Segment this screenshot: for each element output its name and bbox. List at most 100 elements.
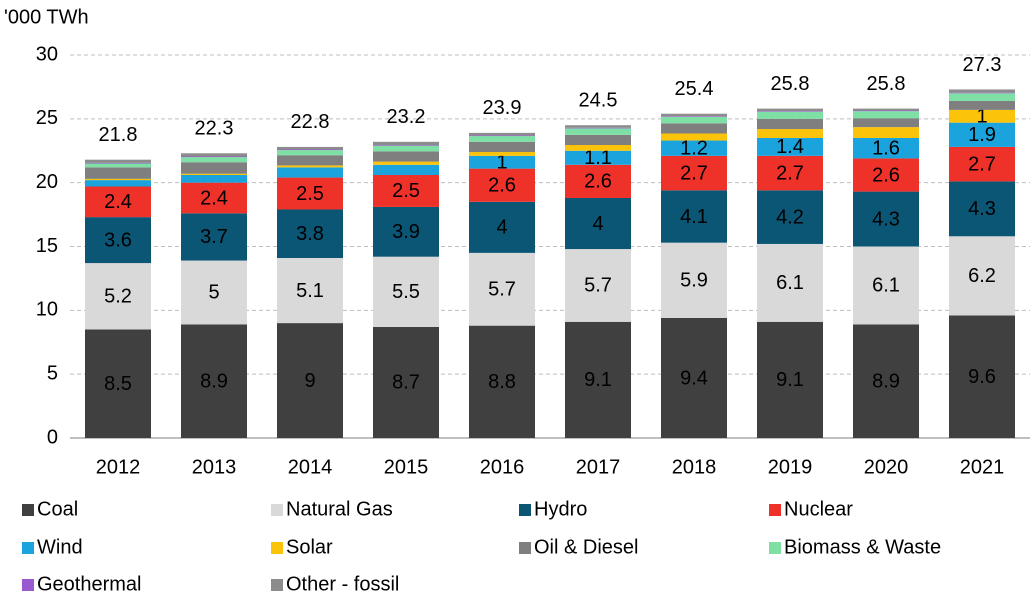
total-label: 25.8: [771, 73, 810, 95]
y-tick-label: 25: [36, 107, 58, 129]
data-label: 4.1: [680, 206, 708, 228]
legend-label: Nuclear: [784, 498, 853, 520]
y-tick-label: 30: [36, 43, 58, 65]
bar-segment: [757, 321, 823, 438]
legend-label: Natural Gas: [286, 498, 393, 520]
bar-segment: [565, 125, 631, 128]
data-label: 9: [304, 370, 315, 392]
bar-segment: [661, 140, 727, 156]
bar-segment: [853, 137, 919, 159]
y-tick-label: 10: [36, 299, 58, 321]
bar-segment: [85, 162, 151, 164]
bar-segment: [757, 155, 823, 191]
bar-segment: [181, 153, 247, 157]
bar-segment: [181, 213, 247, 261]
bar-segment: [85, 159, 151, 163]
bar-segment: [277, 209, 343, 258]
legend-swatch: [271, 504, 283, 516]
bar-segment: [565, 150, 631, 165]
x-tick-label: 2016: [480, 456, 525, 478]
bar-segment: [85, 180, 151, 187]
bar-segment: [181, 175, 247, 183]
bar-segment: [469, 135, 535, 137]
bar-segment: [661, 190, 727, 243]
bar-segment: [949, 146, 1015, 182]
legend-swatch: [271, 542, 283, 554]
data-label: 1: [976, 106, 987, 128]
bar-segment: [853, 118, 919, 128]
x-tick-label: 2021: [960, 456, 1005, 478]
bar-segment: [277, 150, 343, 156]
bar-segment: [181, 162, 247, 174]
bar-segment: [757, 108, 823, 112]
bar-segment: [565, 249, 631, 322]
bar-segment: [181, 156, 247, 158]
bar-segment: [853, 158, 919, 192]
bar-segment: [757, 137, 823, 156]
bar-segment: [85, 178, 151, 181]
bar-segment: [949, 89, 1015, 93]
data-label: 2.4: [200, 187, 228, 209]
legend-swatch: [769, 504, 781, 516]
bar-segment: [661, 123, 727, 134]
bar-segment: [853, 108, 919, 111]
data-label: 8.9: [200, 370, 228, 392]
total-label: 24.5: [579, 89, 618, 111]
data-label: 3.7: [200, 226, 228, 248]
data-label: 5.7: [584, 275, 612, 297]
bar-segment: [949, 236, 1015, 316]
total-label: 23.2: [387, 106, 426, 128]
bar-segment: [661, 242, 727, 318]
bar-segment: [469, 152, 535, 156]
legend-label: Hydro: [534, 498, 587, 520]
bar-segment: [373, 145, 439, 152]
bar-segment: [661, 116, 727, 124]
bar-segment: [949, 122, 1015, 147]
legend-swatch: [22, 542, 34, 554]
bar-segment: [949, 181, 1015, 237]
total-label: 22.8: [291, 111, 330, 133]
bar-segment: [853, 111, 919, 119]
data-label: 4.2: [776, 206, 804, 228]
y-tick-label: 5: [47, 362, 58, 384]
data-label: 9.1: [776, 369, 804, 391]
bar-segment: [757, 129, 823, 138]
legend-label: Wind: [37, 536, 83, 558]
bar-segment: [853, 246, 919, 325]
y-tick-label: 15: [36, 235, 58, 257]
total-label: 25.4: [675, 78, 714, 100]
bar-segment: [661, 317, 727, 438]
x-tick-label: 2013: [192, 456, 237, 478]
bar-segment: [949, 109, 1015, 123]
data-label: 3.9: [392, 221, 420, 243]
data-label: 9.1: [584, 369, 612, 391]
data-label: 2.5: [296, 183, 324, 205]
data-label: 5.7: [488, 279, 516, 301]
legend-label: Oil & Diesel: [534, 536, 638, 558]
legend-label: Biomass & Waste: [784, 536, 941, 558]
bar-segment: [949, 93, 1015, 101]
x-tick-label: 2020: [864, 456, 909, 478]
bar-segment: [757, 118, 823, 130]
bar-segment: [85, 217, 151, 264]
y-tick-label: 0: [47, 426, 58, 448]
bar-segment: [373, 326, 439, 438]
bar-segment: [85, 186, 151, 218]
bar-segment: [277, 167, 343, 178]
bar-segment: [469, 155, 535, 169]
bar-segment: [469, 136, 535, 142]
y-axis-label: '000 TWh: [4, 6, 89, 28]
data-label: 8.7: [392, 372, 420, 394]
x-tick-label: 2015: [384, 456, 429, 478]
data-label: 5.5: [392, 281, 420, 303]
data-label: 2.7: [680, 162, 708, 184]
x-tick-label: 2017: [576, 456, 621, 478]
bar-segment: [661, 113, 727, 117]
data-label: 1.6: [872, 137, 900, 159]
data-label: 8.5: [104, 373, 132, 395]
bar-segment: [469, 201, 535, 253]
legend-label: Solar: [286, 536, 333, 558]
bar-segment: [469, 252, 535, 326]
bar-segment: [853, 191, 919, 247]
